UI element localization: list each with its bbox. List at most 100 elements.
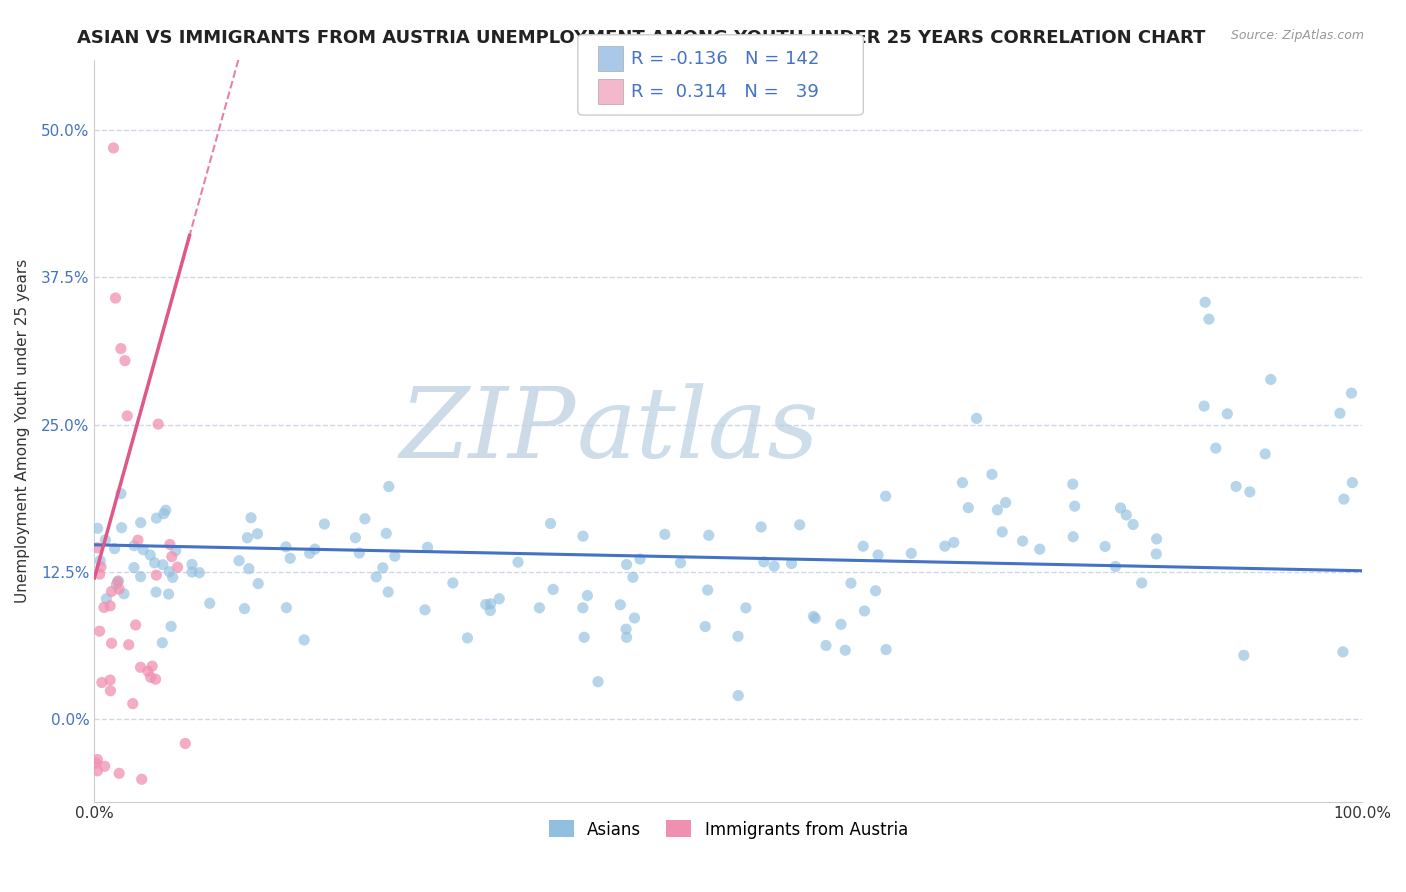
Point xyxy=(236,531,259,545)
Point xyxy=(162,570,184,584)
Point xyxy=(105,577,128,591)
Point xyxy=(900,546,922,560)
Point xyxy=(986,503,1008,517)
Point xyxy=(129,569,152,583)
Point xyxy=(139,670,162,684)
Point xyxy=(1115,508,1137,522)
Point xyxy=(114,353,136,368)
Point xyxy=(148,417,170,431)
Point xyxy=(1109,500,1132,515)
Point xyxy=(98,599,121,613)
Point xyxy=(93,600,115,615)
Point xyxy=(852,539,875,553)
Point xyxy=(86,764,108,778)
Point xyxy=(621,570,644,584)
Point xyxy=(188,566,211,580)
Point xyxy=(479,603,502,617)
Text: R =  0.314   N =   39: R = 0.314 N = 39 xyxy=(631,83,820,101)
Point xyxy=(1216,407,1239,421)
Point xyxy=(276,600,298,615)
Point xyxy=(749,520,772,534)
Point xyxy=(233,601,256,615)
Point xyxy=(110,521,132,535)
Point xyxy=(1341,475,1364,490)
Point xyxy=(96,591,118,606)
Point xyxy=(991,524,1014,539)
Point xyxy=(84,756,107,771)
Point xyxy=(614,622,637,636)
Point xyxy=(247,576,270,591)
Point xyxy=(1094,540,1116,554)
Point xyxy=(696,582,718,597)
Point xyxy=(155,503,177,517)
Point xyxy=(107,574,129,589)
Point xyxy=(541,582,564,597)
Point xyxy=(246,526,269,541)
Point xyxy=(145,568,167,582)
Point xyxy=(90,675,112,690)
Point xyxy=(160,619,183,633)
Point xyxy=(1130,576,1153,591)
Point xyxy=(695,619,717,633)
Point xyxy=(198,596,221,610)
Point xyxy=(103,141,125,155)
Y-axis label: Unemployment Among Youth under 25 years: Unemployment Among Youth under 25 years xyxy=(15,259,30,603)
Point xyxy=(727,689,749,703)
Point xyxy=(416,541,439,555)
Point xyxy=(344,531,367,545)
Point xyxy=(238,562,260,576)
Point xyxy=(349,546,371,560)
Point xyxy=(110,486,132,500)
Point xyxy=(1254,447,1277,461)
Point xyxy=(1011,534,1033,549)
Point xyxy=(139,548,162,562)
Point xyxy=(804,611,827,625)
Point xyxy=(159,537,181,551)
Point xyxy=(727,629,749,643)
Point xyxy=(145,672,167,686)
Point xyxy=(118,638,141,652)
Point xyxy=(572,600,595,615)
Point xyxy=(865,583,887,598)
Point xyxy=(576,589,599,603)
Point xyxy=(86,541,108,555)
Point xyxy=(136,665,159,679)
Point xyxy=(371,561,394,575)
Point xyxy=(143,556,166,570)
Point xyxy=(90,559,112,574)
Point xyxy=(145,585,167,599)
Point xyxy=(413,603,436,617)
Point xyxy=(304,542,326,557)
Point xyxy=(875,489,897,503)
Point xyxy=(572,529,595,543)
Point xyxy=(129,516,152,530)
Point xyxy=(980,467,1002,482)
Point xyxy=(129,660,152,674)
Point xyxy=(1029,542,1052,557)
Point xyxy=(375,526,398,541)
Point xyxy=(100,584,122,599)
Point xyxy=(354,512,377,526)
Point xyxy=(1331,645,1354,659)
Point xyxy=(1194,295,1216,310)
Point xyxy=(1192,399,1215,413)
Point xyxy=(1104,559,1126,574)
Point xyxy=(141,659,163,673)
Point xyxy=(654,527,676,541)
Point xyxy=(540,516,562,531)
Point xyxy=(132,542,155,557)
Point xyxy=(86,753,108,767)
Point xyxy=(488,591,510,606)
Point xyxy=(623,611,645,625)
Point xyxy=(763,559,786,574)
Point xyxy=(292,632,315,647)
Point xyxy=(1205,441,1227,455)
Point xyxy=(830,617,852,632)
Point xyxy=(1329,406,1351,420)
Point xyxy=(966,411,988,425)
Point xyxy=(110,342,132,356)
Point xyxy=(98,673,121,687)
Point xyxy=(378,479,401,493)
Text: atlas: atlas xyxy=(576,383,818,478)
Text: ZIP: ZIP xyxy=(399,383,576,478)
